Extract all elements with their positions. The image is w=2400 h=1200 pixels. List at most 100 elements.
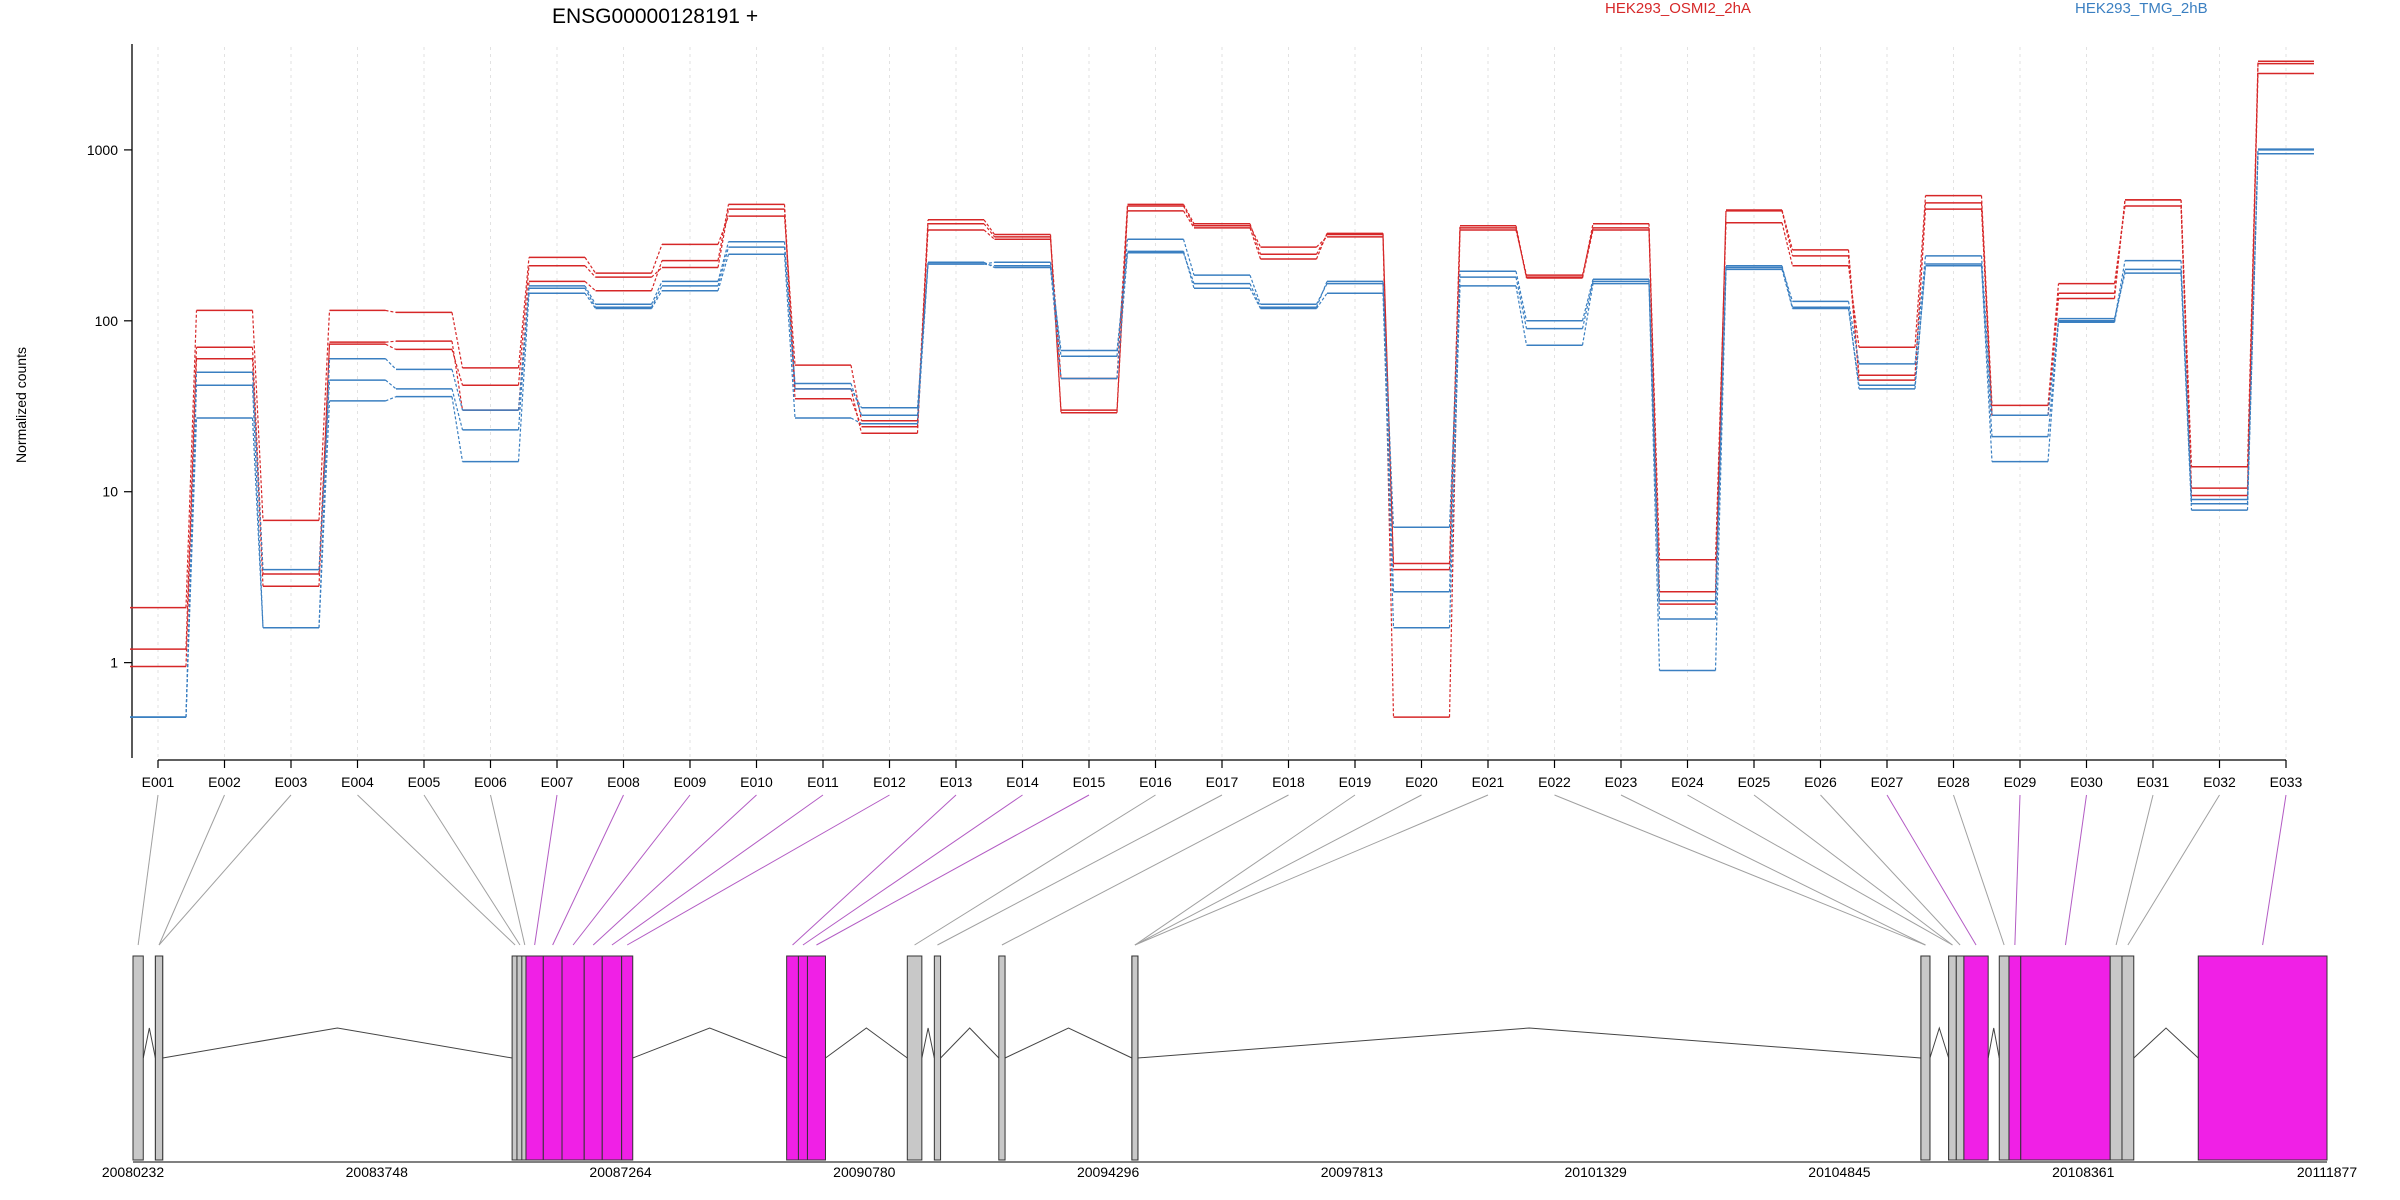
x-tick-label-E006: E006 [474,774,507,790]
y-tick-label-100: 100 [95,313,119,329]
intron-7 [1137,1027,1921,1059]
x-tick-label-E007: E007 [541,774,574,790]
connector-E013 [792,794,957,946]
genomic-tick-label-7: 20104845 [1808,1164,1871,1180]
y-tick-label-10: 10 [102,484,118,500]
exon-box-E013 [786,955,799,1161]
series-5-link-E028 [1980,265,1993,462]
x-tick-label-E030: E030 [2070,774,2103,790]
series-5-link-E002 [251,417,264,628]
series-2-link-E020 [1448,229,1461,718]
exon-box-E014 [797,955,808,1161]
series-0-link-E018 [1315,234,1328,255]
connector-E012 [626,794,890,946]
series-1-link-E029 [2047,298,2060,416]
connector-E025 [1753,794,1953,946]
series-4-link-E014 [1049,267,1062,379]
series-2-link-E026 [1847,265,1860,348]
connector-E029 [2014,794,2021,946]
connector-E008 [552,794,624,946]
connector-E024 [1687,794,1953,946]
series-1-link-E001 [185,358,198,667]
intron-6 [1004,1027,1133,1059]
series-5-link-E009 [717,254,730,291]
x-tick-label-E003: E003 [275,774,308,790]
x-tick-label-E021: E021 [1472,774,1505,790]
series-5-link-E006 [517,293,530,462]
x-tick-label-E020: E020 [1405,774,1438,790]
series-5-link-E016 [1182,251,1195,289]
series-4-link-E028 [1980,263,1993,437]
series-1-link-E009 [717,204,730,261]
exon-box-E025 [1948,955,1957,1161]
series-3-link-E004 [385,358,397,370]
series-5-link-E026 [1847,308,1860,386]
series-2-link-E013 [983,219,995,235]
x-tick-label-E025: E025 [1738,774,1771,790]
series-4-link-E022 [1581,281,1594,329]
series-5 [130,152,2314,718]
series-5-link-E012 [916,263,929,424]
series-5-link-E031 [2180,273,2193,511]
connector-E026 [1820,794,1961,946]
series-2-link-E017 [1249,227,1262,260]
exon-box-E029 [2008,955,2022,1161]
x-tick-label-E011: E011 [807,774,839,790]
series-0-link-E005 [451,349,464,386]
genomic-tick-label-0: 20080232 [102,1164,165,1180]
exon-box-E016 [906,955,923,1161]
series-0-link-E016 [1182,204,1195,224]
connector-E003 [158,794,292,946]
connector-E021 [1134,794,1489,946]
series-1-link-E016 [1182,205,1195,227]
y-tick-label-1000: 1000 [87,142,118,158]
series-3-link-E018 [1315,283,1328,305]
exon-connectors [137,794,2287,946]
genomic-tick-label-6: 20101329 [1565,1164,1628,1180]
connector-E030 [2064,794,2087,946]
series-5-link-E032 [2246,153,2259,511]
exon-box-E001 [132,955,144,1161]
series-4-link-E030 [2113,269,2126,323]
genomic-tick-label-3: 20090780 [833,1164,896,1180]
exon-box-E009 [561,955,585,1161]
connector-E010 [592,794,757,946]
intron-1 [162,1027,513,1059]
chart-title: ENSG00000128191 + [552,5,758,28]
series-2-link-E004 [385,309,397,313]
connector-E001 [137,794,159,946]
x-tick-label-E013: E013 [940,774,973,790]
exon-box-E026 [1955,955,1965,1161]
series-1-link-E011 [850,388,863,434]
series-3-link-E021 [1515,271,1528,321]
genomic-tick-label-9: 20111877 [2297,1164,2357,1180]
series-4-link-E021 [1515,277,1528,329]
series-2-link-E006 [517,257,530,368]
series-3-link-E009 [717,246,730,287]
connector-E033 [2262,794,2287,946]
y-axis: 1 10 100 1000 [87,44,133,758]
exon-box-E030 [2020,955,2111,1161]
series-2-link-E008 [650,244,663,274]
series-3-link-E015 [1116,239,1129,357]
exon-box-E031 [2109,955,2123,1161]
series-4-link-E017 [1249,283,1262,308]
series-1-link-E030 [2113,199,2126,299]
series-3-link-E026 [1847,301,1860,364]
x-tick-label-E014: E014 [1006,774,1039,790]
exon-axis: E001 E002 E003 E004 E005 E006 E007 E008 E009 E010… [142,759,2303,790]
series-3-link-E002 [251,385,264,628]
series-2-link-E028 [1980,195,1993,406]
series-5-link-E011 [850,417,862,425]
intron-5 [940,1027,1000,1059]
x-tick-label-E008: E008 [607,774,640,790]
connector-E004 [357,794,516,946]
series-4-link-E011 [850,383,863,416]
series-4-link-E010 [783,241,796,384]
x-tick-label-E023: E023 [1605,774,1638,790]
connector-E023 [1620,794,1926,946]
series-5-link-E024 [1714,269,1727,671]
series-3-link-E016 [1182,239,1195,276]
series-4-link-E008 [650,281,663,305]
